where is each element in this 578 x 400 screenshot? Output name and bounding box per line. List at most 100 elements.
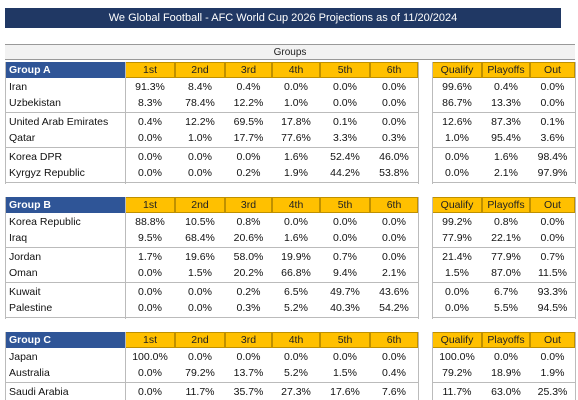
column-header: 2nd xyxy=(175,332,225,348)
group-label: Group A xyxy=(5,62,125,78)
cell: 93.3% xyxy=(537,286,568,298)
cell: 43.6% xyxy=(379,286,409,298)
cell: 1.9% xyxy=(284,167,308,179)
cell: 8.3% xyxy=(138,97,162,109)
team-name: United Arab Emirates xyxy=(9,116,109,128)
cell: 27.3% xyxy=(281,386,311,398)
cell: 20.6% xyxy=(233,232,264,244)
team-name: Uzbekistan xyxy=(9,97,61,109)
cell: 99.6% xyxy=(442,81,472,93)
cell: 0.0% xyxy=(333,351,357,363)
cell: 78.4% xyxy=(185,97,215,109)
cell: 9.5% xyxy=(138,232,162,244)
team-name: Korea DPR xyxy=(9,151,63,163)
column-header: 5th xyxy=(320,62,370,78)
cell: 0.0% xyxy=(382,81,406,93)
column-header: 4th xyxy=(272,62,320,78)
cell: 0.3% xyxy=(382,132,406,144)
cell: 0.1% xyxy=(333,116,357,128)
cell: 0.0% xyxy=(540,232,565,244)
cell: 1.6% xyxy=(494,151,518,163)
row-separator xyxy=(5,147,418,148)
cell: 11.7% xyxy=(442,386,472,398)
cell: 0.0% xyxy=(138,367,162,379)
cell: 0.0% xyxy=(445,286,469,298)
cell: 0.0% xyxy=(333,232,357,244)
cell: 100.0% xyxy=(439,351,475,363)
cell: 18.9% xyxy=(491,367,521,379)
column-header: Out xyxy=(530,332,575,348)
cell: 77.6% xyxy=(281,132,311,144)
cell: 1.7% xyxy=(138,251,162,263)
row-separator xyxy=(432,112,575,113)
column-header: 2nd xyxy=(175,62,225,78)
cell: 87.3% xyxy=(491,116,521,128)
cell: 25.3% xyxy=(537,386,568,398)
team-name: Kyrgyz Republic xyxy=(9,167,85,179)
cell: 11.7% xyxy=(185,386,215,398)
column-border xyxy=(125,197,126,319)
column-border xyxy=(418,197,419,319)
row-separator xyxy=(5,247,418,248)
cell: 0.0% xyxy=(540,81,565,93)
cell: 1.6% xyxy=(284,232,308,244)
cell: 63.0% xyxy=(491,386,521,398)
cell: 3.3% xyxy=(333,132,357,144)
cell: 95.4% xyxy=(491,132,521,144)
row-separator xyxy=(5,317,418,318)
column-border xyxy=(432,62,433,184)
cell: 0.0% xyxy=(382,232,406,244)
cell: 17.6% xyxy=(330,386,360,398)
row-separator xyxy=(432,247,575,248)
cell: 12.2% xyxy=(185,116,215,128)
row-separator xyxy=(5,112,418,113)
cell: 0.0% xyxy=(188,351,212,363)
cell: 9.4% xyxy=(333,267,357,279)
team-name: Australia xyxy=(9,367,50,379)
cell: 0.0% xyxy=(188,167,212,179)
cell: 11.5% xyxy=(538,267,567,279)
cell: 49.7% xyxy=(330,286,360,298)
row-separator xyxy=(432,382,575,383)
column-border xyxy=(418,332,419,400)
cell: 20.2% xyxy=(233,267,264,279)
column-header: 3rd xyxy=(225,62,272,78)
cell: 0.4% xyxy=(138,116,162,128)
cell: 3.6% xyxy=(540,132,565,144)
cell: 5.2% xyxy=(284,302,308,314)
column-header: Qualify xyxy=(432,332,482,348)
cell: 35.7% xyxy=(233,386,264,398)
cell: 54.2% xyxy=(379,302,409,314)
cell: 0.0% xyxy=(382,97,406,109)
cell: 0.0% xyxy=(445,151,469,163)
column-header: 6th xyxy=(370,197,418,213)
cell: 19.9% xyxy=(281,251,311,263)
row-separator xyxy=(5,182,418,183)
group-label: Group B xyxy=(5,197,125,213)
cell: 58.0% xyxy=(233,251,264,263)
cell: 0.1% xyxy=(540,116,565,128)
team-name: Qatar xyxy=(9,132,36,144)
column-header: Playoffs xyxy=(482,332,530,348)
row-separator xyxy=(432,317,575,318)
cell: 0.0% xyxy=(188,286,212,298)
cell: 0.0% xyxy=(188,151,212,163)
cell: 0.0% xyxy=(333,81,357,93)
cell: 0.0% xyxy=(445,167,469,179)
column-border xyxy=(5,332,6,400)
cell: 19.6% xyxy=(185,251,215,263)
cell: 1.5% xyxy=(445,267,469,279)
cell: 91.3% xyxy=(135,81,165,93)
column-header: 3rd xyxy=(225,197,272,213)
cell: 0.0% xyxy=(138,386,162,398)
column-border xyxy=(432,197,433,319)
cell: 0.0% xyxy=(333,97,357,109)
cell: 97.9% xyxy=(537,167,568,179)
cell: 13.3% xyxy=(491,97,521,109)
column-header: 4th xyxy=(272,197,320,213)
column-header: 6th xyxy=(370,62,418,78)
column-header: 2nd xyxy=(175,197,225,213)
column-border xyxy=(5,62,6,184)
cell: 6.7% xyxy=(494,286,518,298)
